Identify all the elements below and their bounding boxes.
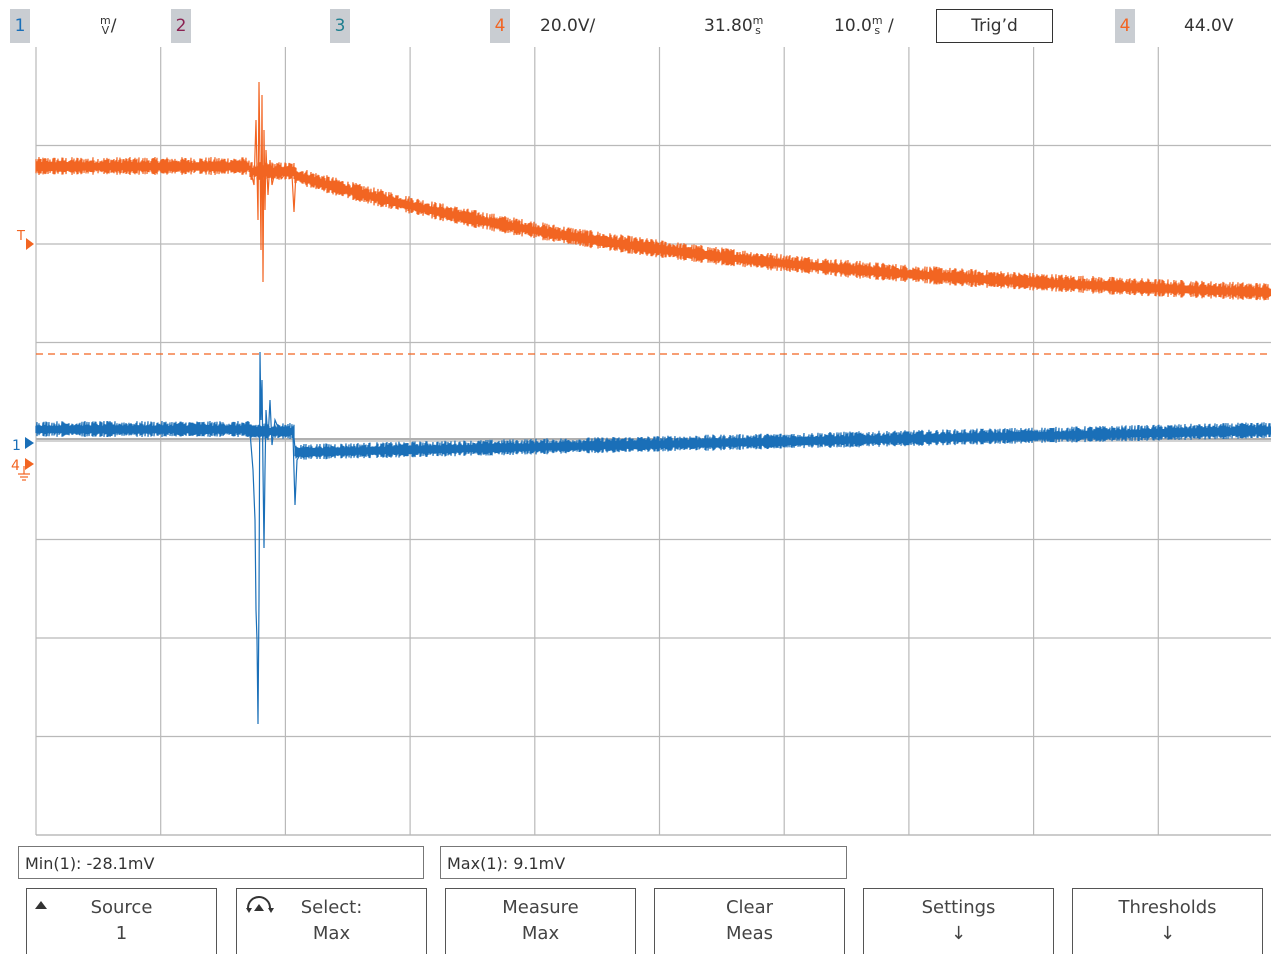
measure-softkey-value: Max bbox=[521, 923, 560, 944]
clear-softkey-value: Meas bbox=[725, 923, 773, 944]
channel-4-badge[interactable]: 4 bbox=[490, 9, 510, 43]
select-softkey-value: Max bbox=[312, 923, 351, 944]
source-softkey[interactable]: Source 1 bbox=[26, 888, 217, 954]
source-softkey-label: Source bbox=[90, 897, 153, 918]
channel-1-scale-num: m bbox=[100, 14, 111, 27]
channel-1-marker-arrow bbox=[25, 437, 34, 449]
channel-4-scale: 20.0V/ bbox=[540, 16, 596, 36]
measurement-max: Max(1): 9.1mV bbox=[440, 846, 847, 879]
channel-1-badge[interactable]: 1 bbox=[10, 9, 30, 43]
measure-softkey-label: Measure bbox=[502, 897, 579, 918]
channel-1-marker[interactable]: 1 bbox=[12, 437, 34, 454]
time-delay-num: m bbox=[752, 14, 764, 27]
down-arrow-icon: ↓ bbox=[1159, 923, 1176, 944]
timebase[interactable]: 10.0m s / bbox=[834, 9, 894, 43]
time-delay-value: 31.80 bbox=[704, 16, 753, 36]
clear-softkey-label: Clear bbox=[725, 897, 774, 918]
thresholds-softkey[interactable]: Thresholds ↓ bbox=[1072, 888, 1263, 954]
source-softkey-value: 1 bbox=[115, 923, 128, 944]
channel-4-marker-arrow bbox=[25, 458, 34, 470]
channel-4-marker[interactable]: 4 bbox=[11, 458, 34, 481]
trigger-marker-arrow bbox=[26, 238, 34, 250]
channel-1-scale-den: V bbox=[101, 24, 110, 37]
waveform-display[interactable]: T 1 4 bbox=[0, 0, 1271, 846]
channel-1-marker-label: 1 bbox=[12, 438, 21, 454]
trigger-status: Trig’d bbox=[936, 9, 1053, 43]
down-arrow-icon: ↓ bbox=[950, 923, 967, 944]
channel-3-badge[interactable]: 3 bbox=[330, 9, 350, 43]
channel-1-trace bbox=[35, 351, 1271, 725]
clear-meas-softkey[interactable]: Clear Meas bbox=[654, 888, 845, 954]
select-softkey-label: Select: bbox=[300, 897, 363, 918]
channel-1-scale-unit: m V bbox=[100, 14, 111, 37]
settings-softkey[interactable]: Settings ↓ bbox=[863, 888, 1054, 954]
trigger-source-badge[interactable]: 4 bbox=[1115, 9, 1135, 43]
channel-4-trace bbox=[35, 81, 1271, 301]
ground-icon bbox=[18, 466, 30, 481]
thresholds-softkey-label: Thresholds bbox=[1118, 897, 1217, 918]
trigger-level: 44.0V bbox=[1184, 16, 1234, 36]
channel-1-scale-slash: / bbox=[110, 16, 117, 36]
timebase-num: m bbox=[871, 14, 883, 27]
select-softkey[interactable]: Select: Max bbox=[236, 888, 427, 954]
entry-knob-icon bbox=[246, 896, 274, 913]
settings-softkey-label: Settings bbox=[921, 897, 996, 918]
timebase-den: s bbox=[874, 24, 881, 37]
trigger-marker[interactable]: T bbox=[16, 229, 34, 250]
measure-max-softkey[interactable]: Measure Max bbox=[445, 888, 636, 954]
trigger-marker-label: T bbox=[16, 229, 25, 244]
up-triangle-icon bbox=[35, 901, 47, 909]
timebase-slash: / bbox=[887, 16, 894, 36]
time-delay-den: s bbox=[755, 24, 761, 37]
channel-1-scale: m V / bbox=[100, 9, 116, 43]
channel-2-badge[interactable]: 2 bbox=[171, 9, 191, 43]
measurement-min: Min(1): -28.1mV bbox=[18, 846, 424, 879]
timebase-value: 10.0 bbox=[834, 16, 872, 36]
time-delay[interactable]: 31.80m s bbox=[704, 9, 763, 43]
channel-4-marker-label: 4 bbox=[11, 458, 20, 474]
